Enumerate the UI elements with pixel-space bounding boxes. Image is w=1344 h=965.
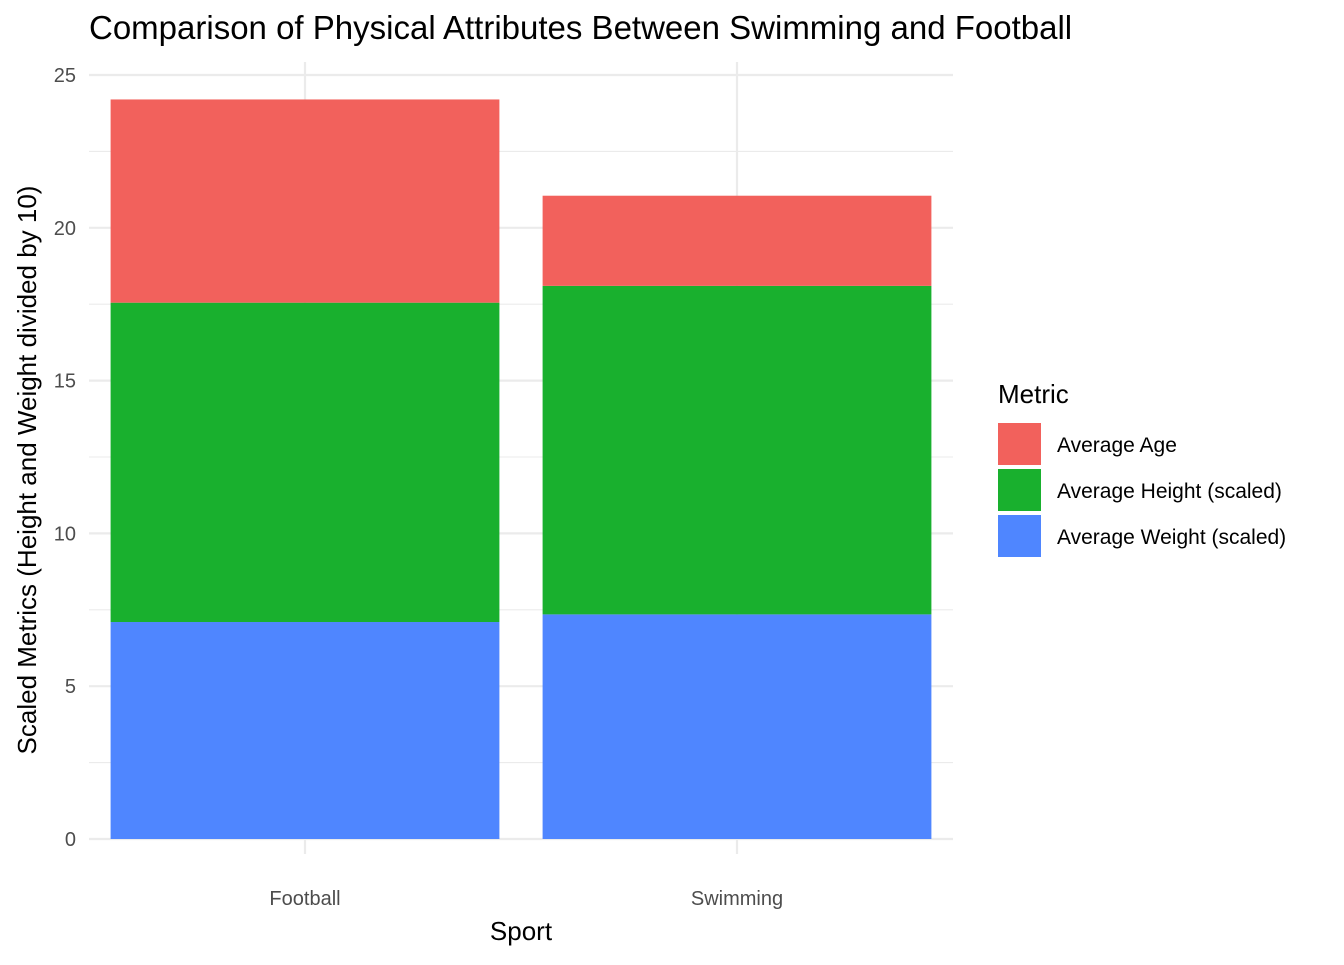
legend-swatch <box>998 423 1041 465</box>
legend: Metric Average Age Average Height (scaled… <box>998 379 1286 557</box>
legend-label: Average Age <box>1057 434 1177 457</box>
legend-label: Average Height (scaled) <box>1057 480 1282 503</box>
bar-swimming-average-weight-scaled <box>542 614 932 839</box>
bar-football-average-height-scaled <box>110 302 500 623</box>
y-axis: 0 5 10 15 20 25 <box>54 65 76 851</box>
x-tick-label: Swimming <box>691 888 783 910</box>
y-tick-label: 15 <box>54 371 76 393</box>
y-tick-label: 5 <box>65 676 76 698</box>
legend-title: Metric <box>998 379 1069 409</box>
chart-title: Comparison of Physical Attributes Betwee… <box>89 9 1072 46</box>
bar-swimming-average-age <box>542 195 932 286</box>
y-axis-title: Scaled Metrics (Height and Weight divide… <box>12 186 42 755</box>
bar-football-average-age <box>110 99 500 303</box>
y-tick-label: 0 <box>65 829 76 851</box>
x-tick-label: Football <box>269 888 340 910</box>
legend-swatch <box>998 469 1041 511</box>
x-axis-title: Sport <box>490 916 553 946</box>
legend-swatch <box>998 515 1041 557</box>
y-tick-label: 25 <box>54 65 76 87</box>
y-tick-label: 20 <box>54 218 76 240</box>
bar-football-average-weight-scaled <box>110 622 500 839</box>
legend-label: Average Weight (scaled) <box>1057 526 1286 549</box>
x-axis: Football Swimming <box>269 888 783 910</box>
bars <box>110 99 932 839</box>
bar-swimming-average-height-scaled <box>542 285 932 615</box>
y-tick-label: 10 <box>54 523 76 545</box>
